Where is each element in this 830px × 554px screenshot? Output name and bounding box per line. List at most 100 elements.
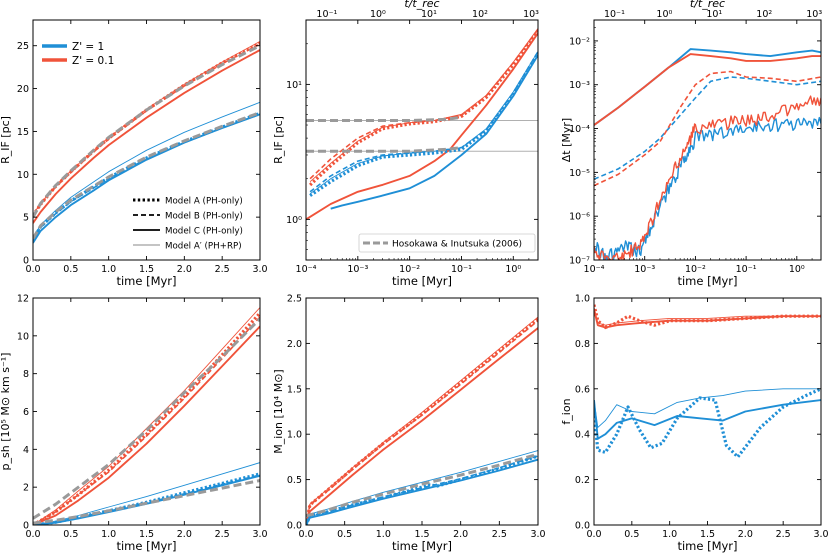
series-line [309,52,538,197]
y-tick-label: 0.6 [575,384,590,395]
x-tick-label: 10⁻³ [347,264,368,275]
y-axis-label: f_ion [560,398,573,424]
x-tick-label: 3.0 [252,529,267,540]
y-tick-label: 5 [23,213,29,224]
series-line [594,387,821,459]
y-tick-label: 1.0 [287,430,302,441]
panel-frame [593,19,822,261]
x-axis-label: time [Myr] [392,274,452,288]
panel-p3: 10⁻⁴ 10⁻³ 10⁻² 10⁻¹ 10⁰ 10⁻⁷ 10⁻⁶ 10⁻⁵ 10⁻⁴ 10⁻³ 1… [560,0,822,288]
series-line [33,472,260,525]
y-tick-label: 10 [17,170,29,181]
x-tick-label: 1.5 [139,529,154,540]
series-line [306,455,538,525]
series-line [306,458,538,525]
top-tick-label: 10¹ [706,9,722,20]
legend-hi-frame [358,233,536,253]
series-line [33,316,260,525]
y-tick-label: 0 [23,256,29,267]
series-line [33,41,260,215]
top-axis-label: t/t_rec [690,0,725,10]
y-tick-label: 10⁻⁷ [569,256,590,267]
y-axis-label: Δt [Myr] [560,118,573,162]
top-tick-label: 10² [756,9,772,20]
x-tick-label: 10⁻¹ [451,264,472,275]
legend-models: Model A (PH-only) Model B (PH-only) Mode… [133,197,243,252]
y-tick-label: 2.5 [287,294,302,305]
top-tick-label: 10⁻¹ [316,9,337,20]
x-tick-label: 0.5 [337,529,352,540]
y-tick-label: 0.5 [287,475,302,486]
series-line [594,116,821,260]
series-line [594,309,821,329]
series-line [306,320,538,525]
top-tick-label: 10⁰ [370,9,386,20]
series-line [594,95,821,260]
legend-label-solar: Z' = 1 [72,41,104,53]
panel-p2: 10⁻⁴ 10⁻³ 10⁻² 10⁻¹ 10⁰ 10⁰ 10¹ 10⁻¹ 10⁰ 10¹ 10² 10… [272,0,539,288]
panel-frame [305,19,539,261]
y-tick-label: 6 [23,407,29,418]
series-group [33,307,260,525]
y-tick-label: 10⁻⁶ [569,212,590,223]
x-tick-label: 1.5 [700,529,715,540]
series-line [33,312,260,525]
x-tick-label: 2.5 [492,529,507,540]
series-line [33,325,260,525]
x-tick-label: 1.5 [139,264,154,275]
legend-label-model-a: Model A (PH-only) [165,197,243,207]
x-tick-label: 2.0 [177,264,192,275]
panel-frame [32,19,261,261]
series-line [594,388,821,428]
x-tick-label: 2.0 [738,529,753,540]
y-tick-label: 0 [23,521,29,532]
series-line [33,479,260,525]
series-line [33,43,260,216]
y-tick-label: 10⁻⁵ [569,168,590,179]
series-line [306,452,538,518]
x-tick-label: 2.0 [177,529,192,540]
x-axis-label: time [Myr] [116,274,176,288]
top-tick-label: 10³ [806,9,822,20]
y-axis-label: p_sh [10⁵ M⊙ km s⁻¹] [0,353,12,471]
series-line [309,51,538,195]
panel-p1: 0.0 0.5 1.0 1.5 2.0 2.5 3.0 0 5 10 15 20 25 time [Myr… [0,19,268,288]
x-tick-label: 2.0 [453,529,468,540]
series-group [306,316,538,525]
top-tick-label: 10⁻¹ [604,9,625,20]
y-tick-label: 20 [17,84,29,95]
series-line [33,462,260,525]
y-tick-label: 0.0 [575,521,590,532]
top-tick-label: 10⁰ [656,9,672,20]
x-tick-label: 1.0 [101,529,116,540]
series-line [309,29,538,187]
x-tick-label: 1.5 [414,529,429,540]
y-tick-label: 10⁰ [286,215,302,226]
x-tick-label: 2.5 [215,264,230,275]
series-line [594,399,821,440]
y-tick-label: 2 [23,483,29,494]
x-tick-label: 0.0 [298,529,313,540]
x-tick-label: 2.5 [215,529,230,540]
y-tick-label: 0.4 [575,430,590,441]
y-tick-label: 25 [17,41,29,52]
x-tick-label: 0.5 [63,264,78,275]
x-tick-label: 0.0 [586,529,601,540]
y-tick-label: 0.8 [575,339,590,350]
x-tick-label: 10⁻⁴ [296,264,317,275]
top-axis-label: t/t_rec [404,0,439,10]
x-tick-label: 1.0 [101,264,116,275]
series-line [33,307,260,525]
x-tick-label: 0.0 [25,264,40,275]
x-tick-label: 10⁻⁴ [584,264,605,275]
y-tick-label: 10⁻⁴ [569,124,590,135]
x-tick-label: 1.0 [376,529,391,540]
series-line [33,111,260,240]
y-tick-label: 10¹ [286,80,302,91]
legend-label-model-c: Model C (PH-only) [165,227,243,237]
y-tick-label: 2.0 [287,339,302,350]
series-line [306,316,538,525]
x-tick-label: 0.5 [63,529,78,540]
x-tick-label: 10⁻² [399,264,420,275]
